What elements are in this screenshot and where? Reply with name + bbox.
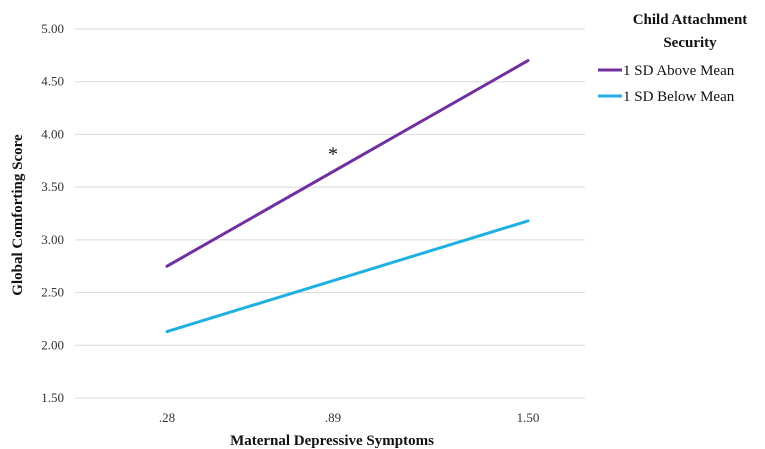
x-tick-labels: .28 .89 1.50 [159, 410, 540, 425]
series-line-1 [165, 219, 530, 334]
x-tick-label-2: 1.50 [517, 410, 540, 425]
y-tick-label-2: 2.50 [41, 285, 64, 300]
y-tick-labels: 1.50 2.00 2.50 3.00 3.50 4.00 4.50 5.00 [41, 21, 64, 405]
legend: Child Attachment Security 1 SD Above Mea… [598, 12, 747, 105]
y-tick-label-7: 5.00 [41, 21, 64, 36]
legend-title-line-1: Child Attachment [633, 12, 748, 28]
y-tick-label-4: 3.50 [41, 179, 64, 194]
series-line-0 [165, 59, 530, 268]
annotations: * [328, 143, 338, 165]
legend-label-below: 1 SD Below Mean [623, 89, 735, 105]
y-axis-title: Global Comforting Score [10, 134, 26, 296]
y-tick-label-1: 2.00 [41, 337, 64, 352]
x-axis-title: Maternal Depressive Symptoms [230, 433, 434, 449]
legend-title-line-2: Security [663, 35, 717, 51]
y-tick-label-3: 3.00 [41, 232, 64, 247]
y-tick-label-5: 4.00 [41, 126, 64, 141]
x-tick-label-0: .28 [159, 410, 175, 425]
gridlines [75, 28, 585, 399]
y-tick-label-6: 4.50 [41, 74, 64, 89]
significance-asterisk: * [328, 143, 338, 165]
series-lines [165, 59, 530, 334]
y-tick-label-0: 1.50 [41, 390, 64, 405]
legend-label-above: 1 SD Above Mean [623, 63, 735, 79]
x-tick-label-1: .89 [325, 410, 341, 425]
